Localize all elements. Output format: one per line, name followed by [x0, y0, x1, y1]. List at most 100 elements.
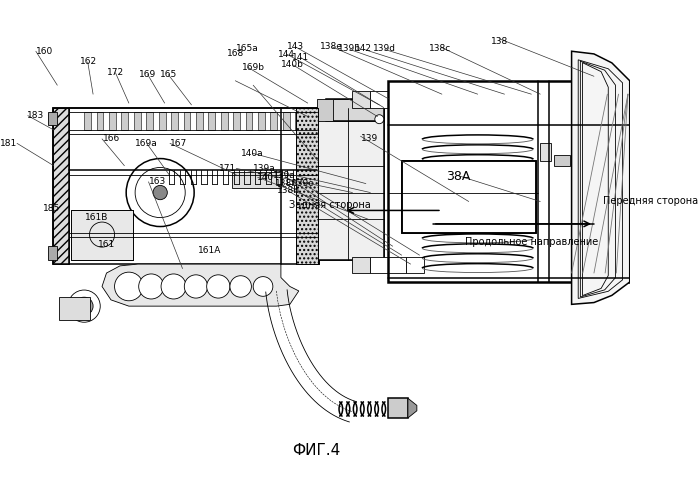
Circle shape — [75, 297, 93, 315]
Bar — [353, 257, 370, 273]
Text: 138f: 138f — [274, 179, 295, 188]
Text: 138c: 138c — [429, 44, 451, 53]
Text: 183: 183 — [27, 111, 45, 121]
Circle shape — [253, 277, 273, 296]
Bar — [48, 112, 57, 125]
Bar — [171, 112, 178, 130]
Bar — [540, 143, 551, 161]
Bar — [246, 112, 253, 130]
Bar — [303, 108, 319, 264]
Text: Продольное направление: Продольное направление — [465, 237, 598, 247]
Text: Передняя сторона: Передняя сторона — [603, 196, 698, 206]
Bar — [554, 155, 570, 166]
Text: 140a: 140a — [241, 149, 263, 158]
Bar — [326, 99, 384, 121]
Text: 139d: 139d — [373, 44, 395, 53]
Bar — [295, 112, 302, 130]
Text: ФИГ.4: ФИГ.4 — [293, 442, 341, 458]
Bar — [402, 161, 536, 233]
Bar — [296, 108, 318, 264]
Polygon shape — [572, 51, 630, 305]
Circle shape — [115, 272, 144, 301]
Bar — [316, 108, 384, 259]
Bar — [84, 112, 91, 130]
Bar — [270, 112, 277, 130]
Bar — [97, 112, 104, 130]
Bar — [52, 108, 69, 264]
Text: 169a: 169a — [135, 139, 158, 148]
Text: 165: 165 — [160, 70, 177, 79]
Bar — [71, 210, 133, 259]
Text: 168: 168 — [227, 49, 244, 58]
Text: 169b: 169b — [242, 63, 265, 72]
Text: 38A: 38A — [446, 170, 470, 183]
Text: 166: 166 — [103, 134, 120, 143]
Circle shape — [68, 290, 100, 322]
Text: 161: 161 — [97, 240, 115, 249]
Bar — [406, 257, 424, 273]
Bar — [220, 112, 228, 130]
Text: 138e: 138e — [321, 42, 343, 51]
Bar — [183, 112, 190, 130]
Text: 161A: 161A — [197, 246, 221, 255]
Text: 162: 162 — [80, 57, 97, 66]
Text: 169: 169 — [139, 70, 156, 79]
Bar — [134, 112, 141, 130]
Bar — [159, 112, 165, 130]
Text: 181: 181 — [0, 139, 18, 148]
Bar — [209, 112, 215, 130]
Bar — [316, 108, 384, 259]
Bar — [258, 112, 265, 130]
Text: 138: 138 — [491, 37, 508, 46]
Text: 171: 171 — [219, 164, 237, 173]
Circle shape — [206, 275, 230, 298]
Bar — [52, 108, 316, 264]
Bar — [146, 112, 153, 130]
Bar — [326, 99, 384, 121]
Bar — [402, 161, 536, 233]
Text: 139: 139 — [360, 134, 378, 143]
Text: 141: 141 — [292, 53, 309, 62]
Text: 138b: 138b — [277, 186, 300, 195]
Bar — [370, 257, 388, 273]
Bar — [71, 210, 133, 259]
Text: 172: 172 — [106, 68, 124, 77]
Text: 142: 142 — [355, 44, 372, 53]
Circle shape — [184, 275, 208, 298]
Text: Задняя сторона: Задняя сторона — [289, 200, 371, 210]
Bar — [370, 91, 388, 108]
Text: 139c: 139c — [293, 179, 315, 188]
Circle shape — [230, 276, 251, 297]
Bar — [303, 108, 319, 264]
Bar — [389, 257, 406, 273]
Bar — [52, 108, 69, 264]
Bar — [389, 81, 630, 282]
Bar — [389, 398, 408, 418]
Bar — [283, 112, 290, 130]
Text: 144: 144 — [278, 50, 295, 59]
Text: 185: 185 — [43, 203, 60, 213]
Text: 160: 160 — [36, 48, 53, 57]
Bar — [233, 112, 240, 130]
Text: 165a: 165a — [237, 44, 259, 53]
Circle shape — [153, 186, 167, 200]
Bar — [59, 297, 90, 319]
Text: 167: 167 — [169, 139, 187, 148]
Bar — [232, 172, 281, 188]
Bar — [109, 112, 116, 130]
Polygon shape — [408, 398, 417, 418]
Text: 161B: 161B — [85, 213, 108, 222]
Bar — [121, 112, 128, 130]
Text: 139a: 139a — [253, 164, 276, 173]
Polygon shape — [102, 264, 299, 306]
Bar — [296, 108, 318, 264]
Circle shape — [139, 274, 164, 299]
Circle shape — [374, 115, 384, 124]
Bar — [196, 112, 203, 130]
Text: 140: 140 — [257, 173, 274, 182]
Text: 139b: 139b — [338, 44, 361, 53]
Text: 143: 143 — [287, 42, 304, 51]
Bar — [402, 161, 536, 233]
Bar — [353, 91, 370, 108]
Text: 139a: 139a — [274, 171, 296, 180]
